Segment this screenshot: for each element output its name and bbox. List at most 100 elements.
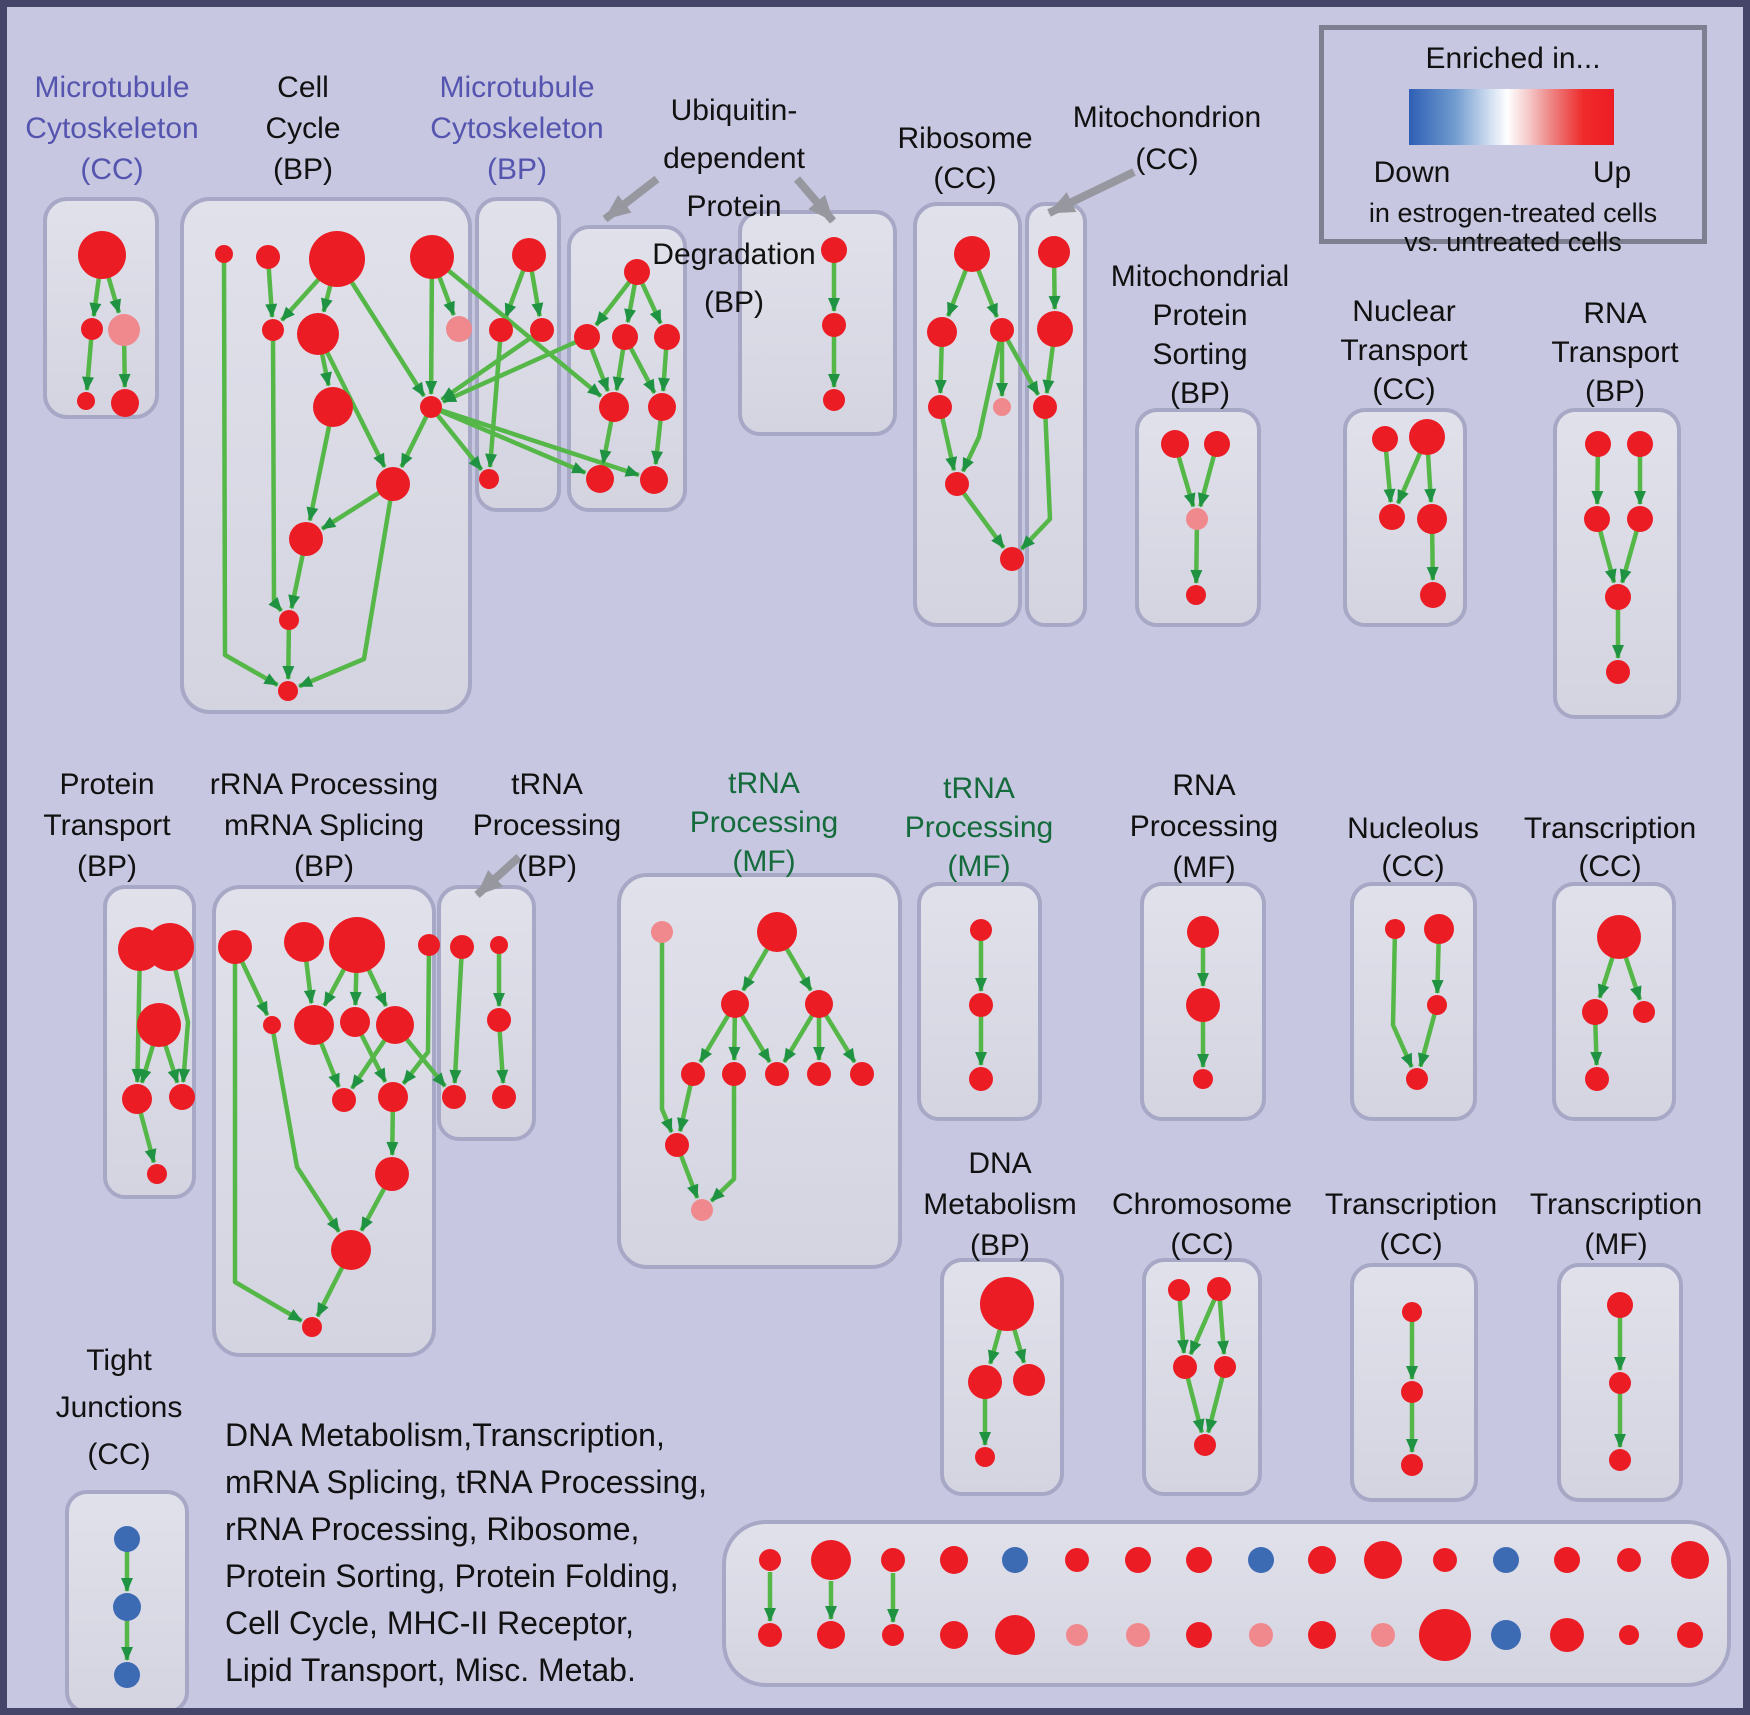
edge-m3-m4 xyxy=(1417,1004,1440,1068)
cluster-box-dna-metabolism xyxy=(940,1258,1064,1496)
cluster-label-line: Processing xyxy=(472,809,622,842)
cluster-label-line: (BP) xyxy=(487,153,547,186)
summary-node-top-8 xyxy=(1186,1547,1212,1573)
node-p3 xyxy=(329,917,385,973)
cluster-label-rrna-mrna: rRNA Processing mRNA Splicing (BP) xyxy=(210,764,438,887)
summary-node-bottom-10 xyxy=(1308,1621,1336,1649)
node-t2 xyxy=(1207,1277,1231,1301)
cluster-label-line: (MF) xyxy=(1584,1228,1648,1261)
summary-node-bottom-5 xyxy=(995,1615,1035,1655)
summary-node-bottom-1 xyxy=(758,1623,782,1647)
cluster-label-protein-transport: Protein Transport (BP) xyxy=(43,764,170,887)
node-b1 xyxy=(215,245,233,263)
cluster-label-line: Cytoskeleton xyxy=(25,112,199,145)
cluster-label-line: RNA xyxy=(1172,769,1236,802)
edge-d2-b9 xyxy=(441,334,588,404)
node-b3 xyxy=(309,231,365,287)
cluster-label-line: Transport xyxy=(1340,334,1468,367)
summary-node-bottom-4 xyxy=(940,1621,968,1649)
node-p7 xyxy=(340,1007,370,1037)
node-b12 xyxy=(279,610,299,630)
summary-node-bottom-12 xyxy=(1419,1609,1471,1661)
node-r2 xyxy=(927,317,957,347)
edge-b10-b13 xyxy=(298,483,396,689)
node-q2 xyxy=(490,936,508,954)
summary-node-bottom-11 xyxy=(1371,1623,1395,1647)
cluster-label-ubiquitin: Ubiquitin-dependent Protein Degradation (BP… xyxy=(652,87,815,327)
node-p14 xyxy=(302,1317,322,1337)
summary-node-top-14 xyxy=(1554,1547,1580,1573)
cluster-label-line: (BP) xyxy=(76,850,137,883)
node-d4 xyxy=(654,324,680,350)
edge-o1-o4 xyxy=(131,948,144,1083)
node-p5 xyxy=(263,1016,281,1034)
summary-node-bottom-9 xyxy=(1249,1623,1273,1647)
node-h3 xyxy=(1379,504,1405,530)
cluster-label-line: Cytoskeleton xyxy=(430,112,604,145)
edge-c2-c4 xyxy=(485,329,504,468)
cluster-label-line: (CC) xyxy=(1379,1228,1443,1261)
cluster-label-line: Transport xyxy=(1551,336,1679,369)
summary-node-top-1 xyxy=(759,1549,781,1571)
cluster-label-line: Processing xyxy=(689,806,839,839)
node-i3 xyxy=(1584,506,1610,532)
node-i2 xyxy=(1627,431,1653,457)
node-d8 xyxy=(640,466,668,494)
node-t3 xyxy=(1173,1355,1197,1379)
node-e1 xyxy=(821,237,847,263)
summary-node-bottom-8 xyxy=(1186,1622,1212,1648)
cluster-label-line: Transcription xyxy=(1523,812,1697,845)
cluster-label-line: (CC) xyxy=(933,162,997,195)
node-o4 xyxy=(122,1084,152,1114)
cluster-label-transcription-cc-3: Transcription (CC) xyxy=(1325,1185,1497,1265)
node-b2 xyxy=(256,245,280,269)
node-t1 xyxy=(1168,1279,1190,1301)
cluster-label-line: Chromosome xyxy=(1111,1188,1293,1221)
cluster-label-line: tRNA xyxy=(728,767,800,800)
node-j2 xyxy=(757,912,797,952)
node-w1 xyxy=(114,1526,140,1552)
node-v3 xyxy=(1609,1449,1631,1471)
node-t4 xyxy=(1214,1356,1236,1378)
misc-text-line: mRNA Splicing, tRNA Processing, xyxy=(225,1464,707,1500)
cluster-label-line: Protein xyxy=(1152,299,1248,332)
cluster-label-transcription-mf: Transcription (MF) xyxy=(1530,1185,1702,1265)
cluster-label-line: (CC) xyxy=(1381,850,1445,883)
node-e2 xyxy=(822,313,846,337)
node-j4 xyxy=(805,990,833,1018)
node-m2 xyxy=(1424,914,1454,944)
cluster-label-microtubule-bp: Microtubule Cytoskeleton (BP) xyxy=(430,67,603,190)
guide-arrow-1 xyxy=(602,175,660,223)
summary-node-bottom-7 xyxy=(1126,1623,1150,1647)
cluster-label-cell-cycle: Cell Cycle (BP) xyxy=(265,67,340,190)
summary-node-top-5 xyxy=(1002,1547,1028,1573)
node-d1 xyxy=(624,259,650,285)
guide-arrow-4 xyxy=(474,854,522,898)
node-h2 xyxy=(1409,419,1445,455)
cluster-label-line: rRNA Processing xyxy=(209,768,439,801)
summary-node-bottom-2 xyxy=(817,1621,845,1649)
node-j10 xyxy=(665,1133,689,1157)
legend-gradient-bar xyxy=(1409,89,1614,145)
node-p2 xyxy=(284,922,324,962)
edge-o2-o5 xyxy=(167,946,191,1083)
edge-b9-b10 xyxy=(399,406,434,468)
cluster-box-chromosome xyxy=(1142,1258,1262,1496)
edge-b4-b9 xyxy=(425,256,438,395)
node-c4 xyxy=(479,469,499,489)
cluster-box-nuclear-transport xyxy=(1343,408,1467,627)
edge-b1-b13 xyxy=(221,253,279,687)
node-v1 xyxy=(1607,1292,1633,1318)
node-b8 xyxy=(313,387,353,427)
cluster-label-line: (BP) xyxy=(1584,375,1645,408)
cluster-label-line: (BP) xyxy=(517,850,577,883)
node-j3 xyxy=(721,990,749,1018)
node-h1 xyxy=(1372,426,1398,452)
node-l3 xyxy=(1193,1069,1213,1089)
misc-text-line: Lipid Transport, Misc. Metab. xyxy=(225,1652,636,1688)
legend-down-label: Down xyxy=(1373,156,1451,189)
node-i1 xyxy=(1585,431,1611,457)
cluster-label-line: dependent xyxy=(663,142,805,175)
node-i5 xyxy=(1605,584,1631,610)
node-b4 xyxy=(410,235,454,279)
